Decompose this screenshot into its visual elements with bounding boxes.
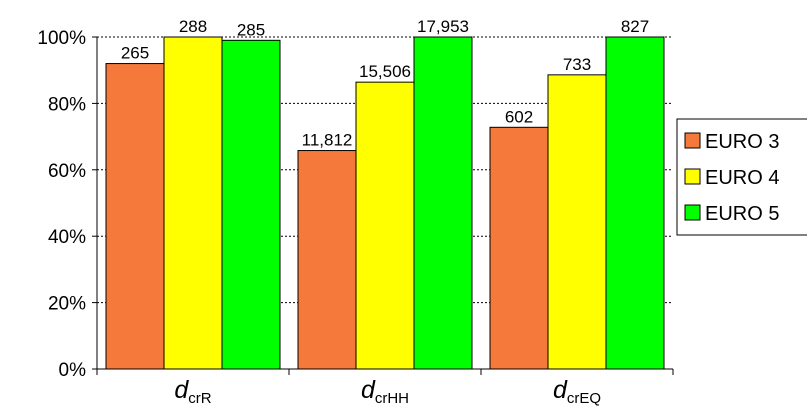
- bar: [221, 39, 281, 370]
- data-label: 265: [121, 44, 149, 63]
- data-label: 285: [237, 20, 265, 39]
- bar: [547, 74, 607, 370]
- data-label: 11,812: [302, 131, 353, 150]
- y-tick-label: 0%: [59, 360, 87, 381]
- legend-label: EURO 4: [705, 167, 779, 189]
- y-tick-labels: 0% 20% 40% 60% 80% 100%: [37, 28, 86, 381]
- x-category-label: dcrEQ: [553, 376, 601, 407]
- x-category-label: dcrHH: [361, 376, 409, 407]
- legend-swatch: [684, 168, 701, 185]
- data-label: 15,506: [359, 62, 411, 81]
- bar: [605, 36, 665, 370]
- bar: [355, 81, 415, 370]
- legend-swatch: [684, 132, 701, 149]
- data-label: 827: [621, 17, 649, 36]
- bar: [413, 36, 473, 370]
- bar: [297, 150, 357, 370]
- legend-label: EURO 3: [705, 131, 779, 153]
- x-category-label: dcrR: [174, 376, 211, 407]
- bar: [489, 126, 549, 370]
- legend: EURO 3 EURO 4 EURO 5: [676, 118, 807, 236]
- data-label: 17,953: [417, 17, 469, 36]
- y-tick-label: 80%: [48, 94, 86, 115]
- data-label: 288: [179, 17, 207, 36]
- y-tick-label: 20%: [48, 294, 86, 315]
- legend-label: EURO 5: [705, 203, 779, 225]
- y-tick-label: 60%: [48, 161, 86, 182]
- axes: [92, 36, 674, 375]
- bar: [163, 36, 223, 370]
- x-category-labels: dcrR dcrHH dcrEQ: [174, 376, 601, 407]
- data-label: 733: [563, 55, 591, 74]
- bar: [105, 63, 165, 370]
- y-tick-label: 100%: [37, 28, 86, 49]
- legend-swatch: [684, 204, 701, 221]
- y-tick-label: 40%: [48, 227, 86, 248]
- bars: [105, 36, 665, 370]
- data-labels: 265 11,812 602 288 15,506 733 285 17,953 827: [121, 17, 649, 150]
- data-label: 602: [505, 107, 533, 126]
